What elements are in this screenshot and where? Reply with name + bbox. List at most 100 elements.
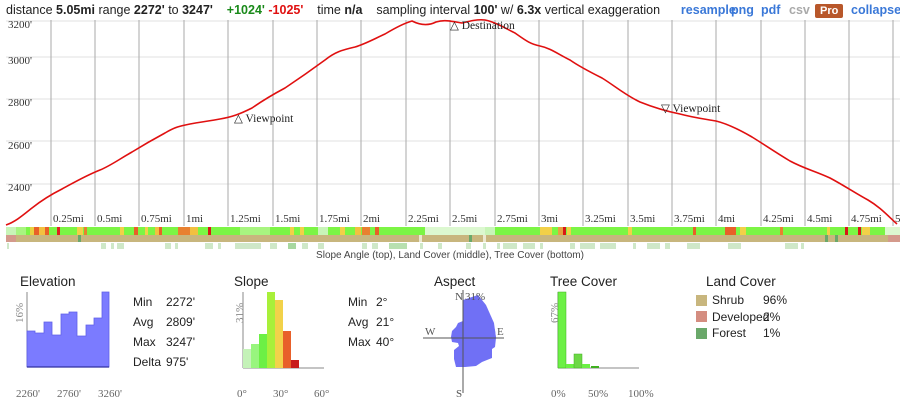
svg-text:2.25mi: 2.25mi (408, 213, 439, 225)
csv-link[interactable]: csv (789, 3, 810, 17)
svg-text:3.75mi: 3.75mi (674, 213, 705, 225)
svg-text:2800': 2800' (8, 97, 32, 109)
elevation-tick-max: 3260' (98, 388, 122, 400)
w-label: w/ (500, 3, 514, 17)
range-max: 3247' (182, 3, 213, 17)
stat-avg: 2809' (166, 315, 195, 329)
stat-label: Max (348, 335, 371, 349)
stat-delta: 975' (166, 355, 189, 369)
y-axis-labels: 3200' 3000' 2800' 2600' 2400' (8, 19, 32, 194)
legend-value: 96% (763, 293, 788, 308)
slope-stats: Min 2° Avg 21° Max 40° (348, 292, 394, 352)
aspect-panel-title: Aspect (434, 274, 476, 289)
land-cover-strip (6, 235, 900, 242)
aspect-rose-chart: N 31% E S W (423, 290, 504, 400)
horizontal-gridlines (6, 20, 900, 185)
legend-label: Developed (712, 309, 770, 324)
slope-tick-0: 0° (237, 388, 247, 400)
waypoint-markers: △ Viewpoint △ Destination ▽ Viewpoint (234, 20, 721, 125)
slope-tick-60: 60° (314, 388, 329, 400)
legend-value: 2% (763, 309, 781, 324)
elevation-panel-title: Elevation (20, 274, 76, 289)
slope-panel-title: Slope (234, 274, 269, 289)
slope-ymax: 31% (234, 303, 246, 323)
tree-cover-strip (7, 243, 804, 249)
svg-text:2mi: 2mi (363, 213, 380, 225)
elevation-tick-mid: 2760' (57, 388, 81, 400)
exaggeration-label: vertical exaggeration (544, 3, 661, 17)
aspect-north-label: N (455, 291, 463, 303)
pro-badge[interactable]: Pro (815, 4, 844, 18)
forest-swatch (696, 327, 707, 339)
collapse-link[interactable]: collapse (851, 3, 900, 17)
svg-text:1.5mi: 1.5mi (275, 213, 300, 225)
svg-text:0.75mi: 0.75mi (141, 213, 172, 225)
stat-min: 2° (376, 295, 388, 309)
range-min: 2272' (133, 3, 165, 17)
svg-text:1mi: 1mi (186, 213, 203, 225)
svg-text:2.5mi: 2.5mi (452, 213, 477, 225)
time-value: n/a (344, 3, 363, 17)
slope-tick-30: 30° (273, 388, 288, 400)
svg-text:3.25mi: 3.25mi (585, 213, 616, 225)
elevation-profile-line (5, 18, 898, 226)
sampling-label: sampling interval (376, 3, 471, 17)
stat-label: Avg (133, 315, 154, 329)
aspect-max-label: 31% (465, 291, 485, 303)
slope-strip (6, 227, 900, 235)
stat-label: Min (348, 295, 368, 309)
svg-text:3200': 3200' (8, 19, 32, 31)
svg-text:0.25mi: 0.25mi (53, 213, 84, 225)
png-link[interactable]: png (731, 3, 754, 17)
land-cover-legend: Shrub 96% Developed 2% Forest 1% (696, 292, 787, 342)
tree-cover-histogram: 67% 0% 50% 100% (549, 291, 654, 400)
distance-value: 5.05mi (56, 3, 95, 17)
stat-max: 3247' (166, 335, 195, 349)
elevation-loss: -1025' (268, 3, 304, 17)
elevation-ymax: 16% (14, 303, 26, 323)
svg-text:2600': 2600' (8, 140, 32, 152)
elevation-profile-chart: 3200'3000'2800' 2600'2400' 0.25mi 0.5mi 0.… (5, 18, 900, 249)
stat-label: Delta (133, 355, 162, 369)
exaggeration-value: 6.3x (516, 3, 542, 17)
svg-text:4.75mi: 4.75mi (851, 213, 882, 225)
svg-text:5: 5 (895, 213, 900, 225)
svg-text:1.75mi: 1.75mi (319, 213, 350, 225)
elevation-tick-min: 2260' (16, 388, 40, 400)
x-axis-labels: 0.25mi 0.5mi 0.75mi 1mi 1.25mi 1.5mi 1.75mi 2… (53, 213, 900, 225)
elevation-gain: +1024' (226, 3, 265, 17)
legend-item-forest: Forest 1% (696, 325, 787, 342)
distance-label: distance (6, 3, 53, 17)
viewpoint-marker-1[interactable]: △ Viewpoint (234, 113, 294, 125)
strip-caption: Slope Angle (top), Land Cover (middle), … (316, 250, 584, 261)
aspect-south-label: S (456, 388, 462, 400)
stat-label: Min (133, 295, 153, 309)
svg-text:4.25mi: 4.25mi (763, 213, 794, 225)
vertical-gridlines (50, 20, 894, 226)
aspect-east-label: E (497, 326, 504, 338)
elevation-histogram: 16% 2260' 2760' 3260' (14, 291, 122, 400)
summary-text: distance 5.05mi range 2272' to 3247' +10… (6, 0, 736, 20)
svg-text:4mi: 4mi (718, 213, 735, 225)
elevation-stats: Min 2272' Avg 2809' Max 3247' Delta 975' (133, 292, 195, 372)
slope-histogram: 31% 0° 30° 60° (234, 292, 329, 400)
viewpoint-marker-2[interactable]: ▽ Viewpoint (661, 103, 721, 115)
pdf-link[interactable]: pdf (761, 3, 781, 17)
legend-item-shrub: Shrub 96% (696, 292, 787, 309)
stat-min: 2272' (166, 295, 195, 309)
stat-label: Max (133, 335, 156, 349)
tree-tick-100: 100% (628, 388, 654, 400)
legend-label: Shrub (712, 293, 745, 308)
svg-text:2.75mi: 2.75mi (497, 213, 528, 225)
resample-link[interactable]: resample (680, 3, 736, 17)
tree-tick-50: 50% (588, 388, 608, 400)
svg-text:3000': 3000' (8, 55, 32, 67)
developed-swatch (696, 311, 707, 323)
stat-avg: 21° (376, 315, 395, 329)
stat-max: 40° (376, 335, 395, 349)
aspect-west-label: W (425, 326, 436, 338)
destination-marker[interactable]: △ Destination (450, 20, 515, 32)
tree-cover-panel-title: Tree Cover (550, 274, 618, 289)
svg-text:3mi: 3mi (541, 213, 558, 225)
svg-text:0.5mi: 0.5mi (97, 213, 122, 225)
